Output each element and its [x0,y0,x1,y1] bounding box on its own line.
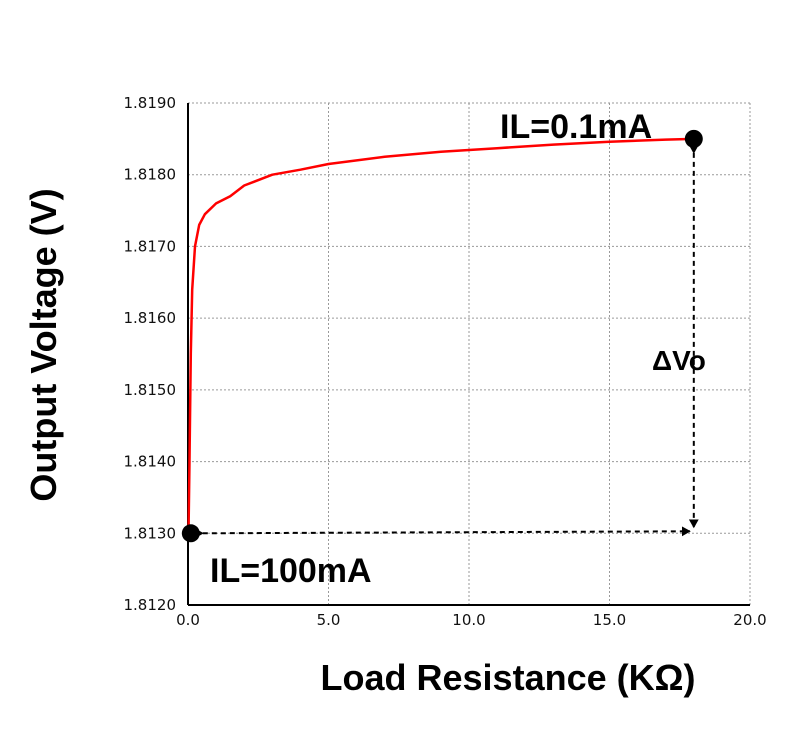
series-line [187,137,694,534]
marker-label-high: IL=0.1mA [500,108,652,146]
series [187,137,694,534]
y-tick-label: 1.8150 [124,381,177,399]
x-tick-label: 0.0 [176,611,200,629]
marker-dot-low [181,524,200,543]
grid [188,102,751,605]
y-axis-title: Output Voltage (V) [23,188,64,501]
y-tick-label: 1.8160 [124,309,177,327]
y-tick-label: 1.8190 [124,94,177,112]
y-tick-label: 1.8170 [124,237,177,255]
x-tick-label: 20.0 [733,611,766,629]
delta-arrows [194,144,699,539]
tick-labels: 0.0 5.0 10.0 15.0 20.0 1.8120 1.8130 1.8140 1.81… [124,94,767,629]
markers [181,129,703,543]
x-tick-label: 5.0 [317,611,341,629]
x-tick-label: 15.0 [593,611,626,629]
marker-dot-high [684,129,703,148]
x-tick-label: 10.0 [452,611,485,629]
marker-label-low: IL=100mA [210,552,372,590]
x-axis-title: Load Resistance (KΩ) [321,657,696,698]
y-tick-label: 1.8120 [124,596,177,614]
y-tick-label: 1.8130 [124,524,177,542]
delta-vo-label: ΔVo [652,345,706,376]
y-tick-label: 1.8140 [124,453,177,471]
annotation-labels: IL=0.1mA IL=100mA ΔVo [210,108,706,590]
resistance-span-arrow [194,526,691,539]
y-tick-label: 1.8180 [124,166,177,184]
